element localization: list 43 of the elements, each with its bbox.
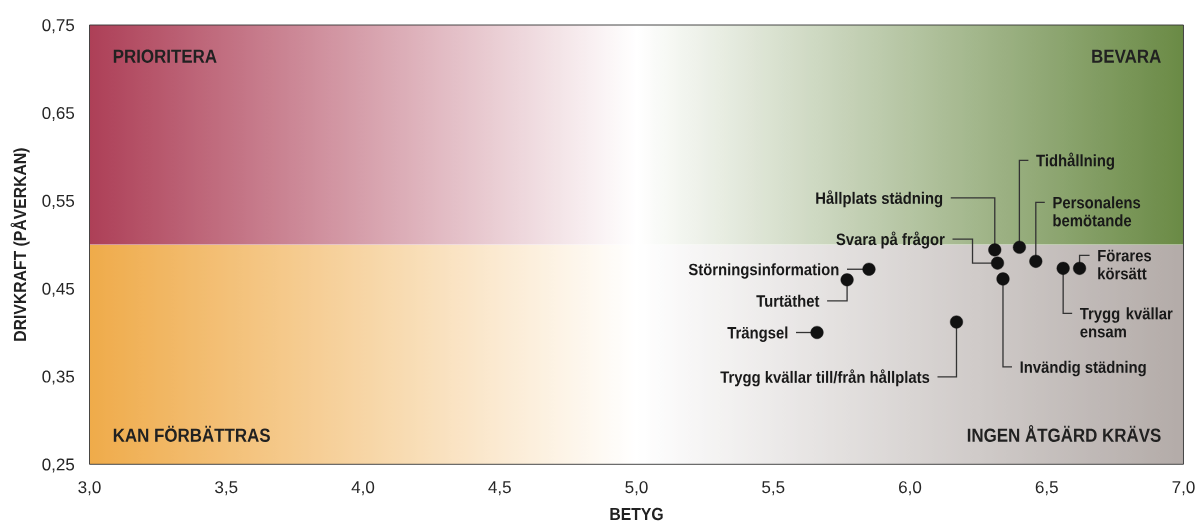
- annotation: Trygg kvällar ensam: [1079, 307, 1173, 338]
- annotation: Personalens bemötande: [1053, 196, 1141, 227]
- annotation: Svara på frågor: [836, 231, 945, 249]
- annotation: Störningsinformation: [688, 263, 839, 279]
- annotation: Förares körsätt: [1098, 249, 1152, 280]
- point: [1073, 261, 1087, 275]
- point: [949, 315, 963, 329]
- annotation: KAN FÖRBÄTTRAS: [113, 425, 270, 442]
- annotation: Tidhållning: [1036, 152, 1114, 170]
- annotation: Invändig städning: [1020, 360, 1146, 377]
- point: [840, 273, 854, 287]
- point: [862, 262, 876, 276]
- annotation: Turtäthet: [756, 294, 820, 307]
- point: [1012, 240, 1026, 254]
- x-tick-label: 6,5: [1035, 481, 1058, 496]
- x-tick-label: 7,0: [1172, 481, 1195, 496]
- y-tick-label: 0,45: [42, 282, 75, 297]
- x-tick-label: 3,0: [78, 481, 101, 496]
- x-tick-label: 5,0: [625, 481, 648, 496]
- y-tick-label: 0,65: [42, 106, 75, 122]
- x-tick-label: 5,5: [762, 481, 785, 496]
- x-tick-label: 3,5: [215, 481, 238, 496]
- x-axis-title: BETYG: [610, 507, 663, 521]
- annotation: Trängsel: [727, 326, 788, 342]
- annotation: INGEN ÅTGÄRD KRÄVS: [967, 425, 1161, 442]
- x-tick-label: 4,0: [351, 481, 375, 496]
- y-tick-label: 0,75: [42, 19, 75, 34]
- x-tick-label: 6,0: [899, 481, 922, 496]
- y-tick-label: 0,35: [42, 370, 75, 385]
- point: [1056, 261, 1070, 275]
- annotation: PRIORITERA: [113, 49, 217, 63]
- y-tick-label: 0,55: [42, 194, 75, 209]
- annotation: BEVARA: [1092, 49, 1161, 63]
- x-tick-label: 4,5: [488, 481, 511, 496]
- point: [810, 326, 824, 340]
- y-axis-title: DRIVKRAFT (PÅVERKAN): [10, 148, 30, 341]
- point: [1029, 254, 1043, 268]
- annotation: Trygg kvällar till/från hållplats: [720, 369, 930, 387]
- y-tick-label: 0,25: [42, 458, 75, 473]
- point: [991, 256, 1005, 270]
- point: [988, 243, 1002, 257]
- point: [996, 272, 1010, 286]
- annotation: Hållplats städning: [816, 190, 943, 208]
